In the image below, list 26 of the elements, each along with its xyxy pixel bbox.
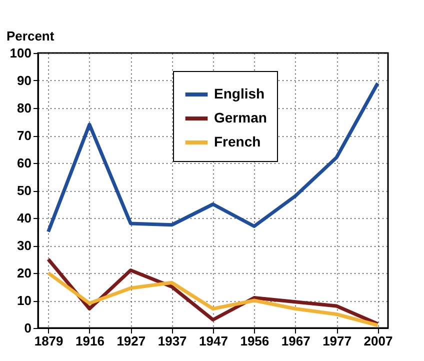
x-tick-label: 1977 <box>322 334 352 348</box>
y-tick-label: 30 <box>17 238 32 253</box>
y-tick-label: 40 <box>17 210 32 226</box>
x-tick-label: 1956 <box>240 334 270 348</box>
y-tick-label: 80 <box>17 100 32 116</box>
legend-label: German <box>214 110 267 126</box>
y-tick-label: 60 <box>17 156 32 170</box>
y-tick-label: 70 <box>17 128 32 143</box>
legend-label: French <box>214 134 261 150</box>
y-tick-label: 0 <box>24 320 32 336</box>
y-tick-label: 90 <box>17 73 32 88</box>
y-tick-label: 100 <box>10 46 32 60</box>
x-tick-label: 1879 <box>34 334 64 348</box>
x-tick-label: 1927 <box>116 334 146 348</box>
x-tick-label: 2007 <box>364 334 393 348</box>
y-tick-label: 10 <box>17 293 32 308</box>
x-tick-label: 1937 <box>158 334 187 348</box>
x-tick-label: 1947 <box>199 334 228 348</box>
line-series <box>46 82 380 234</box>
x-tick-label: 1916 <box>76 334 104 348</box>
legend-label: English <box>214 86 265 102</box>
y-axis-title: Percent <box>6 28 55 44</box>
x-tick-label: 1967 <box>281 334 310 348</box>
y-tick-label: 20 <box>17 266 32 280</box>
line-series <box>46 271 380 327</box>
y-tick-label: 50 <box>17 183 32 198</box>
